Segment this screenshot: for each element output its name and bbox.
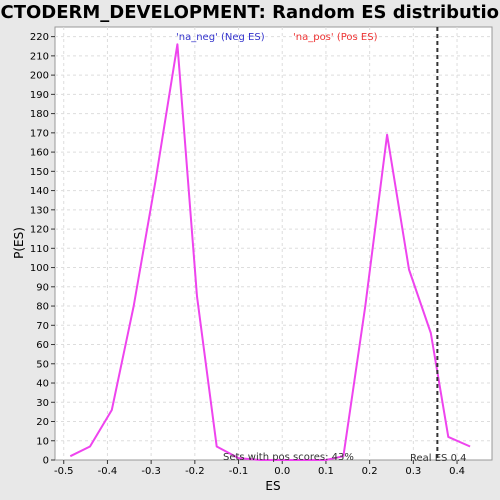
y-tick-label: 160 bbox=[30, 148, 49, 159]
y-tick-label: 30 bbox=[36, 398, 49, 409]
chart-title: ECTODERM_DEVELOPMENT: Random ES distribu… bbox=[0, 2, 500, 23]
legend-pos: 'na_pos' (Pos ES) bbox=[293, 32, 378, 43]
y-tick-label: 210 bbox=[30, 51, 49, 62]
series-line bbox=[69, 43, 471, 461]
y-tick-label: 60 bbox=[36, 340, 49, 351]
x-tick-label: -0.3 bbox=[141, 466, 161, 477]
y-tick-label: 100 bbox=[30, 263, 49, 274]
y-tick-label: 90 bbox=[36, 282, 49, 293]
x-tick-label: -0.5 bbox=[54, 466, 74, 477]
series-group bbox=[69, 43, 471, 461]
y-tick-label: 170 bbox=[30, 128, 49, 139]
y-axis-label: P(ES) bbox=[12, 227, 26, 259]
x-tick-label: 0.0 bbox=[274, 466, 290, 477]
y-tick-label: 20 bbox=[36, 417, 49, 428]
x-tick-label: 0.2 bbox=[362, 466, 378, 477]
x-axis-label: ES bbox=[265, 479, 280, 493]
y-tick-label: 140 bbox=[30, 186, 49, 197]
x-axis: -0.5 -0.4 -0.3 -0.2 -0.1 0.0 0.1 0.2 0.3 0.4 bbox=[54, 460, 465, 477]
x-tick-label: -0.2 bbox=[185, 466, 205, 477]
legend-neg: 'na_neg' (Neg ES) bbox=[176, 32, 265, 43]
x-tick-label: 0.1 bbox=[318, 466, 334, 477]
x-tick-label: 0.3 bbox=[405, 466, 421, 477]
pos-scores-annotation: Sets with pos scores: 43% bbox=[223, 452, 354, 463]
x-tick-label: 0.4 bbox=[449, 466, 465, 477]
y-tick-label: 70 bbox=[36, 321, 49, 332]
x-tick-label: -0.4 bbox=[98, 466, 118, 477]
real-es-annotation: Real ES 0.4 bbox=[410, 453, 466, 464]
y-tick-label: 130 bbox=[30, 205, 49, 216]
y-tick-label: 180 bbox=[30, 109, 49, 120]
y-tick-label: 40 bbox=[36, 379, 49, 390]
y-axis: 0 10 20 30 40 50 60 70 80 90 100 110 120 130 140 150 160… bbox=[30, 32, 55, 467]
y-tick-label: 200 bbox=[30, 71, 49, 82]
y-tick-label: 0 bbox=[43, 456, 49, 467]
grid bbox=[55, 27, 492, 460]
x-tick-label: -0.1 bbox=[229, 466, 249, 477]
y-tick-label: 10 bbox=[36, 436, 49, 447]
y-tick-label: 190 bbox=[30, 90, 49, 101]
y-tick-label: 120 bbox=[30, 225, 49, 236]
y-tick-label: 80 bbox=[36, 302, 49, 313]
plot-area bbox=[54, 26, 493, 461]
y-tick-label: 110 bbox=[30, 244, 49, 255]
y-tick-label: 150 bbox=[30, 167, 49, 178]
y-tick-label: 50 bbox=[36, 359, 49, 370]
y-tick-label: 220 bbox=[30, 32, 49, 43]
